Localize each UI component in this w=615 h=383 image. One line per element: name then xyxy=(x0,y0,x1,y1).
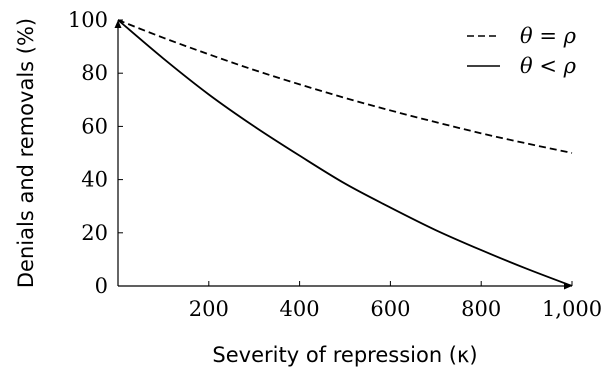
y-tick-label: 0 xyxy=(95,274,108,298)
y-tick-label: 20 xyxy=(81,221,108,245)
series-lines xyxy=(117,19,573,287)
y-axis-title: Denials and removals (%) xyxy=(14,18,38,288)
y-axis-arrowhead xyxy=(114,20,122,28)
x-tick-label: 400 xyxy=(280,297,320,321)
x-tick-label: 800 xyxy=(461,297,501,321)
x-ticks: 200 400 600 800 1,000 xyxy=(189,281,602,321)
x-tick-label: 1,000 xyxy=(542,297,602,321)
x-tick-label: 200 xyxy=(189,297,229,321)
series-line-theta-lt-rho xyxy=(117,19,573,287)
y-tick-label: 40 xyxy=(81,168,108,192)
series-line-theta-eq-rho xyxy=(117,19,573,154)
y-ticks: 0 20 40 60 80 100 xyxy=(68,8,123,298)
y-tick-label: 80 xyxy=(81,61,108,85)
y-tick-label: 60 xyxy=(81,114,108,138)
legend-label-theta-lt-rho: θ < ρ xyxy=(520,54,577,78)
legend: θ = ρ θ < ρ xyxy=(467,24,577,78)
y-tick-label: 100 xyxy=(68,8,108,32)
x-tick-label: 600 xyxy=(370,297,410,321)
x-axis-title: Severity of repression (κ) xyxy=(212,343,477,367)
legend-label-theta-eq-rho: θ = ρ xyxy=(520,24,577,48)
axes xyxy=(114,20,572,290)
